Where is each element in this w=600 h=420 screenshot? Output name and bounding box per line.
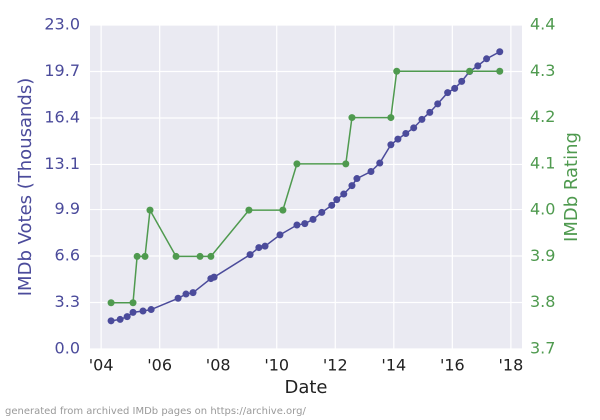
y2-tick-label: 4.0 <box>530 200 555 219</box>
y2-tick-label: 3.7 <box>530 339 555 358</box>
y-tick-label: 6.6 <box>55 246 80 265</box>
data-point <box>451 84 459 92</box>
labels: '04 '06 '08 '10 '12 '14 '16 '18 0.0 3.3 6.6 9.9 13.1… <box>44 15 555 375</box>
data-point <box>189 289 197 297</box>
data-point <box>129 299 137 307</box>
y-tick-label: 9.9 <box>55 199 80 218</box>
data-point <box>342 160 350 168</box>
data-point <box>393 67 401 75</box>
data-point <box>402 129 410 137</box>
data-point <box>182 290 190 298</box>
data-point <box>207 252 215 260</box>
y-tick-label: 0.0 <box>55 339 80 358</box>
x-tick-label: '12 <box>323 356 348 375</box>
data-point <box>426 108 434 116</box>
y-tick-label: 3.3 <box>55 292 80 311</box>
data-point <box>444 89 452 97</box>
data-point <box>376 159 384 167</box>
data-point <box>340 190 348 198</box>
data-point <box>210 273 218 281</box>
data-point <box>458 77 466 85</box>
data-point <box>348 182 356 190</box>
data-point <box>245 206 253 214</box>
data-point <box>410 124 418 132</box>
x-tick-label: '14 <box>381 356 406 375</box>
data-point <box>196 252 204 260</box>
data-point <box>496 67 504 75</box>
data-point <box>418 115 426 123</box>
y2-tick-label: 3.8 <box>530 292 555 311</box>
data-point <box>394 135 402 143</box>
data-point <box>483 55 491 63</box>
y2-axis-label: IMDb Rating <box>561 132 582 242</box>
x-tick-label: '10 <box>264 356 289 375</box>
data-point <box>139 307 147 315</box>
data-point <box>293 160 301 168</box>
data-point <box>348 114 356 122</box>
data-point <box>141 252 149 260</box>
data-point <box>174 294 182 302</box>
data-point <box>107 317 115 325</box>
data-point <box>293 221 301 229</box>
y-axis-label: IMDb Votes (Thousands) <box>15 78 36 297</box>
y2-tick-label: 4.1 <box>530 153 555 172</box>
plot-area <box>90 25 522 349</box>
data-point <box>496 48 504 56</box>
data-point <box>434 100 442 108</box>
data-point <box>466 67 474 75</box>
data-point <box>301 220 309 228</box>
data-point <box>367 168 375 176</box>
x-tick-label: '16 <box>440 356 465 375</box>
data-point <box>123 313 131 321</box>
series-line <box>110 51 501 322</box>
data-point <box>279 206 287 214</box>
data-point <box>246 251 254 259</box>
data-point <box>276 231 284 239</box>
x-axis-label: Date <box>284 377 327 398</box>
y2-tick-label: 4.2 <box>530 107 555 126</box>
data-point <box>116 315 124 323</box>
y2-tick-label: 4.3 <box>530 61 555 80</box>
data-point <box>328 201 336 209</box>
data-point <box>107 299 115 307</box>
footnote: generated from archived IMDb pages on ht… <box>5 406 306 417</box>
data-point <box>255 244 263 252</box>
x-tick-label: '08 <box>206 356 231 375</box>
data-point <box>133 252 141 260</box>
data-point <box>309 215 317 223</box>
x-tick-label: '04 <box>89 356 114 375</box>
marks <box>107 48 504 325</box>
data-point <box>353 175 361 183</box>
data-point <box>474 62 482 70</box>
data-point <box>147 306 155 314</box>
y-tick-label: 19.7 <box>44 61 80 80</box>
data-point <box>146 206 154 214</box>
data-point <box>333 196 341 204</box>
y2-tick-label: 4.4 <box>530 15 555 34</box>
y-tick-label: 13.1 <box>44 154 80 173</box>
y2-tick-label: 3.9 <box>530 246 555 265</box>
x-tick-label: '18 <box>498 356 523 375</box>
data-point <box>129 308 137 316</box>
data-point <box>387 141 395 149</box>
data-point <box>172 252 180 260</box>
y-tick-label: 16.4 <box>44 107 80 126</box>
data-point <box>261 242 269 250</box>
data-point <box>387 114 395 122</box>
data-point <box>318 208 326 216</box>
y-tick-label: 23.0 <box>44 15 80 34</box>
x-tick-label: '06 <box>147 356 172 375</box>
